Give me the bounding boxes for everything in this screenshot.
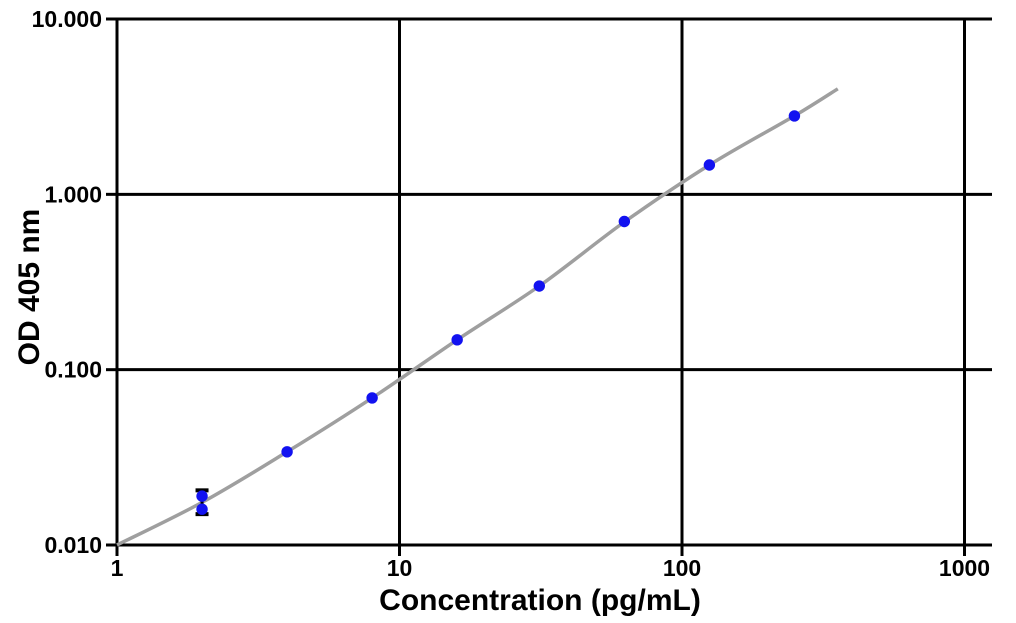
x-tick-label: 1000 xyxy=(939,555,990,581)
y-tick-label: 1.000 xyxy=(44,181,102,207)
y-axis-title: OD 405 nm xyxy=(13,208,46,366)
data-point xyxy=(618,215,631,228)
data-point xyxy=(703,159,716,171)
y-tick-label: 10.000 xyxy=(32,6,102,32)
x-axis-title: Concentration (pg/mL) xyxy=(379,584,701,617)
y-tick-label: 0.100 xyxy=(44,357,102,383)
data-point xyxy=(196,490,208,502)
data-point xyxy=(533,280,545,292)
data-point xyxy=(366,392,378,404)
data-point xyxy=(788,110,801,122)
data-point xyxy=(281,446,293,458)
x-tick-label: 1 xyxy=(111,555,124,581)
y-tick-label: 0.010 xyxy=(44,532,102,558)
x-tick-label: 10 xyxy=(387,555,413,581)
data-point xyxy=(196,503,208,515)
fit-curve-line xyxy=(116,87,839,547)
data-point xyxy=(451,334,463,346)
x-tick-label: 100 xyxy=(663,555,701,581)
